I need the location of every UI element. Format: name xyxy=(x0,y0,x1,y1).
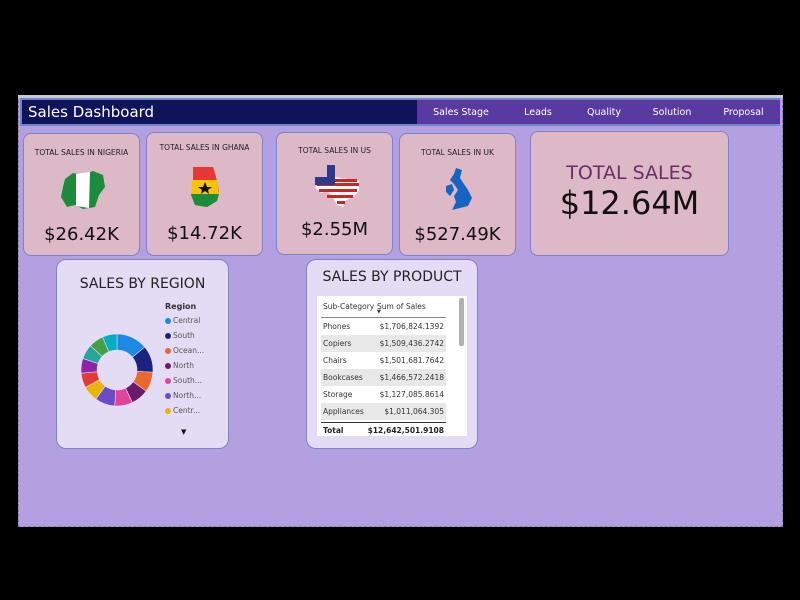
texas-map-icon xyxy=(315,165,359,207)
sales-by-product-panel: SALES BY PRODUCT Sub-Category Sum of Sal… xyxy=(306,259,478,449)
table-row: Appliances $1,011,064.305 xyxy=(321,403,446,420)
legend-item[interactable]: North... xyxy=(165,391,201,400)
donut-slice[interactable] xyxy=(102,333,118,353)
table-header-sum-of-sales[interactable]: Sum of Sales xyxy=(377,302,426,311)
card-sales-nigeria[interactable]: TOTAL SALES IN NIGERIA $26.42K xyxy=(23,133,140,256)
card-value-total: $12.64M xyxy=(559,184,700,222)
nav-sales-stage[interactable]: Sales Stage xyxy=(433,106,489,118)
table-row: Bookcases $1,466,572.2418 xyxy=(321,369,446,386)
legend-item[interactable]: Centr... xyxy=(165,406,200,415)
legend-swatch xyxy=(165,362,171,369)
table-row: Copiers $1,509,436.2742 xyxy=(321,335,446,352)
product-table[interactable]: Sub-Category Sum of Sales ▼ Phones $1,706… xyxy=(317,296,467,436)
nav-bar: Sales Stage Leads Quality Solution Propo… xyxy=(417,100,780,124)
header-bar: Sales Dashboard Sales Stage Leads Qualit… xyxy=(20,98,780,126)
card-title-ghana: TOTAL SALES IN GHANA xyxy=(159,143,250,152)
legend-label: South xyxy=(173,331,195,340)
table-header-subcategory[interactable]: Sub-Category xyxy=(323,302,375,311)
card-title-us: TOTAL SALES IN US xyxy=(298,146,371,155)
region-donut-chart[interactable] xyxy=(77,330,157,410)
card-sales-us[interactable]: TOTAL SALES IN US $2.55M xyxy=(276,132,393,255)
legend-label: Ocean... xyxy=(173,346,205,355)
card-title-uk: TOTAL SALES IN UK xyxy=(421,148,494,157)
legend-item[interactable]: Central xyxy=(165,316,200,325)
legend-swatch xyxy=(165,317,171,324)
region-panel-title: SALES BY REGION xyxy=(79,276,206,292)
legend-label: South... xyxy=(173,376,202,385)
legend-swatch xyxy=(165,347,171,354)
region-legend-title: Region xyxy=(165,302,197,311)
nigeria-map-icon xyxy=(61,171,105,209)
legend-label: North... xyxy=(173,391,202,400)
card-value-uk: $527.49K xyxy=(414,224,501,245)
ghana-map-icon xyxy=(191,167,219,207)
table-row: Chairs $1,501,681.7642 xyxy=(323,356,444,365)
page-title: Sales Dashboard xyxy=(28,103,155,121)
header-divider xyxy=(321,317,446,318)
nav-leads[interactable]: Leads xyxy=(524,106,552,118)
nav-solution[interactable]: Solution xyxy=(652,106,692,118)
legend-swatch xyxy=(165,407,171,414)
card-sales-uk[interactable]: TOTAL SALES IN UK $527.49K xyxy=(399,133,516,256)
legend-label: Centr... xyxy=(173,406,201,415)
table-scrollbar[interactable] xyxy=(459,298,464,346)
table-row: Storage $1,127,085.8614 xyxy=(323,390,444,399)
card-value-ghana: $14.72K xyxy=(167,223,242,244)
legend-label: Central xyxy=(173,316,201,325)
card-title-total: TOTAL SALES xyxy=(566,162,693,184)
canvas-top-edge xyxy=(18,95,783,98)
legend-swatch xyxy=(165,377,171,384)
card-total-sales[interactable]: TOTAL SALES $12.64M xyxy=(530,131,729,256)
card-value-us: $2.55M xyxy=(300,219,369,240)
legend-item[interactable]: South... xyxy=(165,376,202,385)
table-row: Phones $1,706,824.1392 xyxy=(323,322,444,331)
table-total-row: Total $12,642,501.9108 xyxy=(321,422,446,435)
sort-desc-icon: ▼ xyxy=(377,309,381,315)
legend-swatch xyxy=(165,332,171,339)
legend-item[interactable]: Ocean... xyxy=(165,346,204,355)
card-sales-ghana[interactable]: TOTAL SALES IN GHANA $14.72K xyxy=(146,132,263,256)
legend-item[interactable]: North xyxy=(165,361,194,370)
legend-swatch xyxy=(165,392,171,399)
legend-item[interactable]: South xyxy=(165,331,195,340)
sales-by-region-panel: SALES BY REGION Region Central South Ocean… xyxy=(56,259,229,449)
uk-map-icon xyxy=(446,168,472,210)
legend-scroll-down-icon[interactable]: ▼ xyxy=(181,428,187,436)
card-value-nigeria: $26.42K xyxy=(44,224,119,245)
nav-proposal[interactable]: Proposal xyxy=(723,106,764,118)
card-title-nigeria: TOTAL SALES IN NIGERIA xyxy=(34,148,129,157)
product-panel-title: SALES BY PRODUCT xyxy=(322,269,462,285)
nav-quality[interactable]: Quality xyxy=(587,106,621,118)
legend-label: North xyxy=(173,361,194,370)
